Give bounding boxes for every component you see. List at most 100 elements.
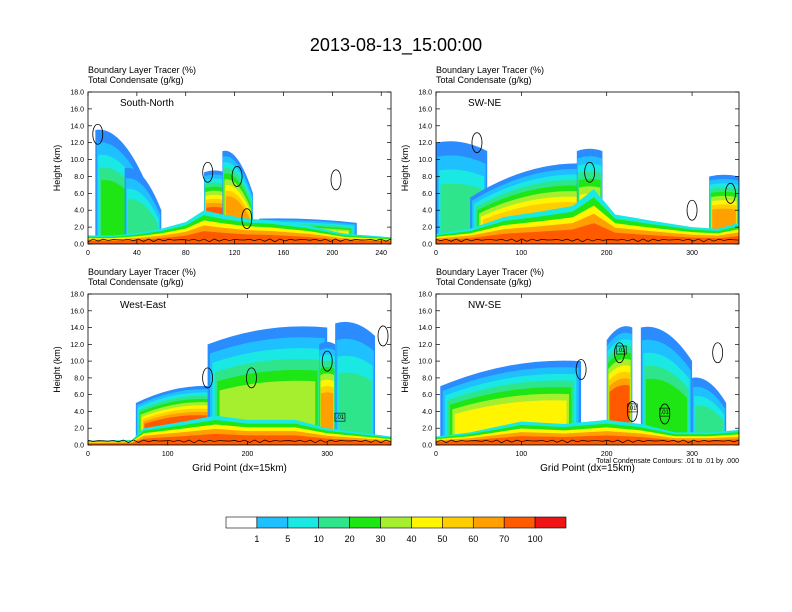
x-tick-label: 0	[86, 451, 90, 458]
y-tick-label: 10.0	[418, 157, 432, 164]
y-tick-label: 16.0	[418, 308, 432, 315]
y-tick-label: 18.0	[418, 90, 432, 97]
condensate-contour	[686, 199, 698, 221]
colorbar-label: 1	[254, 534, 259, 544]
panel-label: NW-SE	[468, 300, 501, 311]
panels: Boundary Layer Tracer (%)Total Condensat…	[52, 65, 740, 474]
plot-area	[88, 92, 391, 244]
condensate-contour	[202, 367, 214, 389]
terrain-line	[88, 238, 391, 244]
contour-footnote: Total Condensate Contours: .01 to .01 by…	[596, 458, 739, 465]
y-tick-label: 10.0	[70, 359, 84, 366]
colorbar-box	[380, 516, 412, 529]
colorbar-label: 50	[437, 534, 447, 544]
y-tick-label: 16.0	[70, 106, 84, 113]
panel-header-line: Boundary Layer Tracer (%)	[436, 65, 544, 75]
y-tick-label: 18.0	[418, 292, 432, 299]
y-tick-label: 4.0	[74, 208, 84, 215]
x-tick-label: 300	[321, 451, 333, 458]
y-tick-label: 14.0	[70, 123, 84, 130]
condensate-contour	[231, 166, 243, 187]
x-tick-label: 0	[434, 451, 438, 458]
terrain-line	[436, 439, 739, 445]
x-tick-label: 200	[601, 250, 613, 257]
x-tick-label: 120	[229, 250, 241, 257]
plot-area	[436, 92, 739, 244]
y-tick-label: 12.0	[418, 342, 432, 349]
plot-frame	[435, 293, 740, 446]
y-tick-label: 12.0	[70, 342, 84, 349]
condensate-contour	[202, 161, 214, 183]
panel-header-line: Total Condensate (g/kg)	[88, 277, 184, 287]
colorbar-label: 100	[528, 534, 543, 544]
y-tick-label: 4.0	[74, 409, 84, 416]
figure-title: 2013-08-13_15:00:00	[310, 35, 482, 56]
y-tick-label: 0.0	[74, 443, 84, 450]
x-tick-label: 40	[133, 250, 141, 257]
x-tick-label: 240	[375, 250, 387, 257]
x-tick-label: 200	[601, 451, 613, 458]
colorbar-box	[349, 516, 381, 529]
contour-label-box	[615, 345, 627, 355]
colorbar-box	[442, 516, 474, 529]
colorbar-box	[225, 516, 258, 529]
x-tick-label: 80	[182, 250, 190, 257]
contour-label: .01	[336, 415, 345, 421]
contour-label-box	[334, 412, 346, 422]
panel-header-line: Total Condensate (g/kg)	[436, 75, 532, 85]
x-axis-label: Grid Point (dx=15km)	[540, 463, 635, 474]
y-tick-label: 12.0	[418, 140, 432, 147]
y-tick-label: 6.0	[422, 392, 432, 399]
plot-frame	[435, 91, 740, 245]
y-tick-label: 6.0	[74, 392, 84, 399]
colorbar-box	[287, 516, 320, 529]
condensate-contour	[614, 342, 625, 364]
y-tick-label: 16.0	[418, 106, 432, 113]
condensate-contour	[584, 161, 596, 183]
colorbar-box	[534, 516, 567, 529]
contour-label: .01	[617, 348, 626, 354]
colorbar-label: 30	[376, 534, 386, 544]
condensate-contour	[321, 350, 333, 372]
y-tick-label: 10.0	[70, 157, 84, 164]
panel-header-line: Total Condensate (g/kg)	[88, 75, 184, 85]
plot-frame	[87, 91, 392, 245]
y-tick-label: 6.0	[422, 191, 432, 198]
colorbar-box	[411, 516, 443, 529]
x-tick-label: 0	[86, 250, 90, 257]
condensate-contour	[471, 132, 483, 154]
y-axis-label: Height (km)	[400, 346, 410, 393]
x-tick-label: 200	[242, 451, 254, 458]
y-tick-label: 2.0	[74, 426, 84, 433]
y-tick-label: 8.0	[422, 375, 432, 382]
colorbar: 1 5 10 20 30 40 50 60 70 100	[225, 516, 567, 544]
y-tick-label: 6.0	[74, 191, 84, 198]
condensate-contour	[330, 169, 342, 191]
y-axis-label: Height (km)	[52, 145, 62, 192]
colorbar-label: 10	[314, 534, 324, 544]
x-tick-label: 200	[327, 250, 339, 257]
y-tick-label: 14.0	[418, 325, 432, 332]
colorbar-label: 5	[285, 534, 290, 544]
terrain-line	[436, 238, 739, 244]
x-tick-label: 100	[516, 250, 528, 257]
x-tick-label: 0	[434, 250, 438, 257]
y-tick-label: 4.0	[422, 409, 432, 416]
colorbar-box	[503, 516, 536, 529]
condensate-contour	[92, 123, 104, 145]
x-tick-label: 300	[686, 250, 698, 257]
colorbar-box	[318, 516, 350, 529]
panel-header-line: Boundary Layer Tracer (%)	[88, 65, 196, 75]
x-tick-label: 100	[516, 451, 528, 458]
y-tick-label: 8.0	[74, 375, 84, 382]
plot-frame	[87, 293, 392, 446]
y-tick-label: 16.0	[70, 308, 84, 315]
contour-label: .01	[661, 410, 670, 416]
panel-label: South-North	[120, 98, 174, 109]
colorbar-box	[256, 516, 289, 529]
y-axis-label: Height (km)	[400, 145, 410, 192]
chart-panel-2: Boundary Layer Tracer (%)Total Condensat…	[400, 65, 740, 257]
panel-header-line: Boundary Layer Tracer (%)	[436, 267, 544, 277]
y-tick-label: 4.0	[422, 208, 432, 215]
